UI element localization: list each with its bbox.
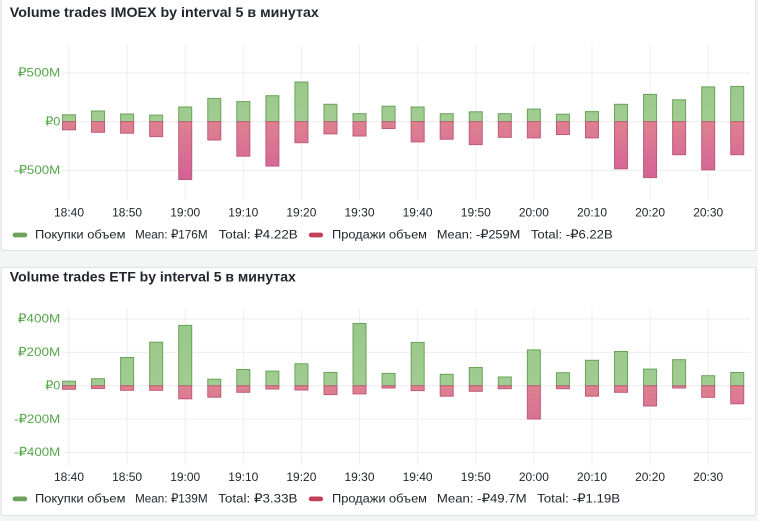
svg-text:18:50: 18:50 [112,205,142,219]
svg-text:₽400M: ₽400M [18,312,61,326]
svg-text:Volume trades ETF by interval: Volume trades ETF by interval 5 в минута… [10,270,297,285]
svg-text:19:50: 19:50 [461,205,491,219]
svg-text:₽200M: ₽200M [18,345,61,359]
svg-text:19:40: 19:40 [403,205,433,219]
svg-text:19:10: 19:10 [228,470,258,484]
svg-text:₽0: ₽0 [45,114,60,128]
svg-text:Mean: -₽49.7M: Mean: -₽49.7M [437,491,527,505]
svg-text:Продажи объем: Продажи объем [332,227,427,241]
svg-text:19:40: 19:40 [403,470,433,484]
svg-text:-₽400M: -₽400M [14,445,60,459]
svg-text:₽0: ₽0 [45,378,60,392]
svg-text:Mean: -₽259M: Mean: -₽259M [437,227,520,241]
svg-text:20:00: 20:00 [519,470,549,484]
svg-text:Total: ₽3.33B: Total: ₽3.33B [218,491,297,505]
svg-text:-₽200M: -₽200M [14,412,60,426]
svg-text:19:20: 19:20 [286,470,316,484]
svg-text:₽500M: ₽500M [18,66,61,80]
svg-text:20:00: 20:00 [519,205,549,219]
svg-text:20:30: 20:30 [693,470,723,484]
svg-text:-₽500M: -₽500M [14,163,60,177]
svg-text:20:10: 20:10 [577,205,607,219]
svg-text:Total: ₽4.22B: Total: ₽4.22B [219,227,298,241]
svg-text:Покупки объем: Покупки объем [35,491,126,505]
svg-text:19:20: 19:20 [286,205,316,219]
svg-text:Total: -₽6.22B: Total: -₽6.22B [531,227,613,241]
svg-text:18:40: 18:40 [54,205,84,219]
svg-text:20:30: 20:30 [693,205,723,219]
svg-text:18:50: 18:50 [112,470,142,484]
svg-text:19:30: 19:30 [345,470,375,484]
svg-text:20:20: 20:20 [635,205,665,219]
svg-text:20:20: 20:20 [635,470,665,484]
svg-text:19:50: 19:50 [461,470,491,484]
svg-text:19:00: 19:00 [170,205,200,219]
svg-text:19:00: 19:00 [170,470,200,484]
svg-text:19:10: 19:10 [228,205,258,219]
svg-text:Mean: ₽176M: Mean: ₽176M [135,227,208,241]
svg-text:19:30: 19:30 [345,205,375,219]
svg-text:Mean: ₽139M: Mean: ₽139M [135,491,208,505]
svg-text:Продажи объем: Продажи объем [332,491,427,505]
svg-text:Total: -₽1.19B: Total: -₽1.19B [537,491,620,505]
svg-text:18:40: 18:40 [54,470,84,484]
svg-text:20:10: 20:10 [577,470,607,484]
svg-text:Покупки объем: Покупки объем [35,227,126,241]
svg-text:Volume trades IMOEX by interva: Volume trades IMOEX by interval 5 в мину… [10,5,320,20]
